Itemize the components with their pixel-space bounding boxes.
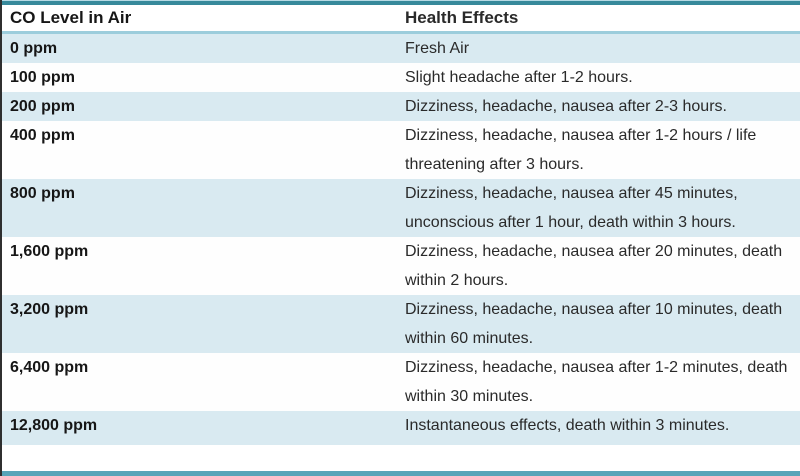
table-row: 1,600 ppm Dizziness, headache, nausea af… (2, 237, 800, 295)
health-effect-cell: Fresh Air (405, 40, 470, 57)
table-top-border (2, 0, 800, 5)
health-effect-cell: Dizziness, headache, nausea after 1-2 mi… (405, 359, 788, 405)
health-effect-cell: Dizziness, headache, nausea after 1-2 ho… (405, 127, 757, 173)
header-health-effects: Health Effects (405, 8, 519, 27)
co-level-cell: 200 ppm (10, 98, 75, 115)
header-co-level: CO Level in Air (10, 8, 132, 27)
table-row: 400 ppm Dizziness, headache, nausea afte… (2, 121, 800, 179)
co-level-cell: 3,200 ppm (10, 301, 89, 318)
header-separator-line (2, 31, 800, 34)
health-effect-cell: Slight headache after 1-2 hours. (405, 69, 633, 86)
table-header-row: CO Level in Air Health Effects (2, 5, 800, 31)
table-row: 3,200 ppm Dizziness, headache, nausea af… (2, 295, 800, 353)
table-row: 100 ppm Slight headache after 1-2 hours. (2, 63, 800, 92)
health-effect-cell: Dizziness, headache, nausea after 10 min… (405, 301, 783, 347)
co-level-cell: 400 ppm (10, 127, 75, 144)
health-effect-cell: Instantaneous effects, death within 3 mi… (405, 417, 730, 434)
table-row: 800 ppm Dizziness, headache, nausea afte… (2, 179, 800, 237)
table-row: 0 ppm Fresh Air (2, 34, 800, 63)
health-effect-cell: Dizziness, headache, nausea after 45 min… (405, 185, 738, 231)
table-bottom-border (2, 471, 800, 476)
table-row: 200 ppm Dizziness, headache, nausea afte… (2, 92, 800, 121)
table-row: 12,800 ppm Instantaneous effects, death … (2, 411, 800, 445)
co-level-cell: 800 ppm (10, 185, 75, 202)
co-level-cell: 100 ppm (10, 69, 75, 86)
co-level-cell: 6,400 ppm (10, 359, 89, 376)
table-row: 6,400 ppm Dizziness, headache, nausea af… (2, 353, 800, 411)
co-level-cell: 1,600 ppm (10, 243, 89, 260)
health-effect-cell: Dizziness, headache, nausea after 20 min… (405, 243, 783, 289)
health-effect-cell: Dizziness, headache, nausea after 2-3 ho… (405, 98, 727, 115)
co-level-cell: 12,800 ppm (10, 417, 98, 434)
co-level-cell: 0 ppm (10, 40, 58, 57)
